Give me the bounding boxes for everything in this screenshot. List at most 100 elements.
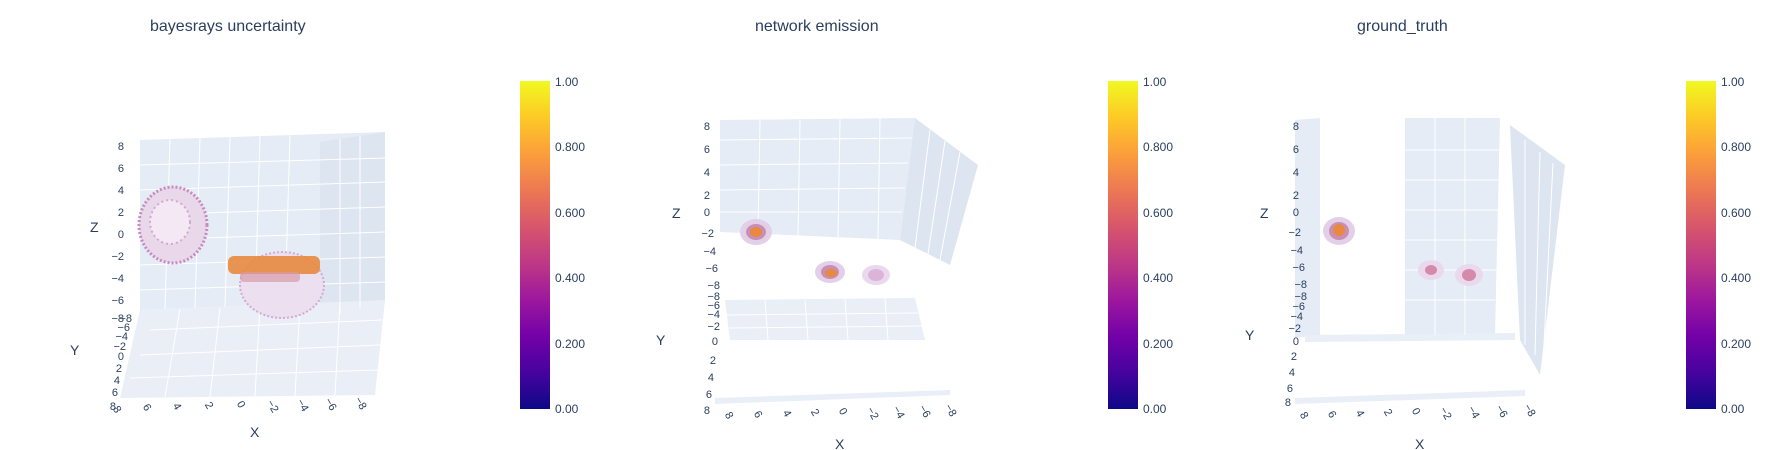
y-ticks: −8 −6 −4 −2 0 2 4 6 8 (110, 313, 132, 413)
tick-label: −6 (322, 396, 339, 413)
tick-label: 4 (1289, 367, 1295, 379)
colorbar-tick: 0.00 (1721, 402, 1745, 415)
colorbar-tick: 0.800 (1143, 140, 1173, 154)
tick-label: 2 (704, 190, 710, 202)
scene-3d[interactable]: 8 6 4 2 0 −2 −4 −6 −8 Z −8 −6 −4 −2 0 2 … (590, 0, 1170, 450)
tick-label: 2 (1293, 190, 1299, 202)
z-axis-label: Z (1260, 205, 1269, 221)
panel-bayesrays-uncertainty: bayesrays uncertainty (0, 0, 585, 450)
tick-label: −8 (352, 395, 369, 412)
tick-label: 0 (836, 406, 849, 417)
blob-right-hot (228, 256, 320, 274)
tick-label: −4 (1290, 245, 1303, 257)
colorbar-tick: 0.600 (1721, 206, 1751, 220)
tick-label: 6 (112, 387, 118, 399)
colorbar-tick: 0.00 (1143, 402, 1167, 415)
tick-label: −4 (115, 331, 128, 343)
tick-label: 8 (1285, 397, 1291, 409)
tick-label: 0 (1409, 406, 1422, 417)
ground-truth-points (1323, 217, 1483, 286)
back-wall-center (1405, 118, 1500, 335)
y-axis-label: Y (1245, 327, 1255, 343)
tick-label: 4 (704, 167, 710, 179)
colorbar-tick: 0.200 (1143, 337, 1173, 351)
y-ticks: −8 −6 −4 −2 0 2 4 6 8 (1285, 291, 1307, 409)
tick-label: 6 (140, 402, 153, 413)
tick-label: −8 (707, 291, 720, 303)
tick-label: −2 (707, 321, 720, 333)
blob-2-core (1425, 265, 1437, 275)
right-wall (320, 132, 385, 320)
chart-title: bayesrays uncertainty (150, 18, 306, 35)
tick-label: 6 (704, 144, 710, 156)
tick-label: 0 (1293, 336, 1299, 348)
scene-3d[interactable]: 8 6 4 2 0 −2 −4 −6 −8 Z −8 −6 −4 −2 0 2 … (0, 0, 560, 450)
tick-label: 2 (202, 400, 215, 411)
y-ticks: −8 −6 −4 −2 0 2 4 6 8 (704, 291, 720, 417)
z-axis-label: Z (90, 219, 99, 235)
tick-label: −8 (1294, 279, 1307, 291)
tick-label: 2 (116, 363, 122, 375)
tick-label: −4 (294, 397, 311, 414)
grid-lines (129, 134, 386, 398)
colorbar-tick: 0.400 (1721, 271, 1751, 285)
colorbar-tick: 1.00 (1143, 75, 1167, 89)
tick-label: 8 (1297, 410, 1310, 421)
tick-label: −6 (1292, 262, 1305, 274)
colorbar: 0.00 0.200 0.400 0.600 0.800 1.00 (1108, 75, 1173, 415)
z-axis-label: Z (672, 205, 681, 221)
colorbar-tick: 0.600 (1143, 206, 1173, 220)
tick-label: 2 (118, 207, 124, 219)
colorbar: 0.00 0.200 0.400 0.600 0.800 1.00 (1686, 75, 1751, 415)
x-axis-label: X (1415, 436, 1425, 450)
tick-label: 2 (710, 355, 716, 367)
tick-label: −2 (1288, 227, 1301, 239)
tick-label: −2 (1437, 405, 1454, 422)
tick-label: 6 (1325, 409, 1338, 420)
tick-label: 8 (704, 405, 710, 417)
emission-points (740, 219, 890, 285)
tick-label: 4 (170, 401, 183, 412)
panel-ground-truth: ground_truth 8 6 (1175, 0, 1768, 450)
tick-label: −2 (113, 341, 126, 353)
tick-label: 0 (118, 351, 124, 363)
tick-label: 2 (808, 407, 821, 418)
x-ticks: 8 6 4 2 0 −2 −4 −6 −8 (722, 402, 959, 422)
tick-label: −4 (707, 309, 720, 321)
tick-label: 8 (110, 401, 116, 413)
back-wall (1295, 118, 1320, 338)
blob-left-inner (149, 199, 191, 245)
blob-3-core (1462, 269, 1476, 281)
x-axis-label: X (250, 424, 260, 440)
tick-label: −8 (1294, 291, 1307, 303)
floor (725, 298, 925, 340)
tick-label: 4 (118, 185, 124, 197)
tick-label: 4 (780, 408, 793, 419)
tick-label: −6 (117, 322, 130, 334)
tick-label: −6 (707, 300, 720, 312)
tick-label: −6 (1493, 403, 1510, 420)
colorbar-tick: 0.200 (1721, 337, 1751, 351)
tick-label: 0 (118, 229, 124, 241)
floor-edge (1295, 390, 1525, 404)
tick-label: −4 (1290, 311, 1303, 323)
chart-title: ground_truth (1357, 18, 1448, 35)
right-wall (900, 118, 978, 265)
y-axis-label: Y (656, 332, 666, 348)
tick-label: −8 (707, 280, 720, 292)
blob-1-core (1333, 224, 1345, 236)
colorbar-tick: 1.00 (1721, 75, 1745, 89)
tick-label: −8 (111, 313, 124, 325)
tick-label: −8 (1521, 402, 1538, 419)
floor (1305, 333, 1515, 342)
tick-label: −6 (705, 263, 718, 275)
tick-label: 6 (118, 163, 124, 175)
scene-3d[interactable]: 8 6 4 2 0 −2 −4 −6 −8 Z −8 −6 −4 −2 0 2 … (1175, 0, 1768, 450)
colorbar-tick: 0.400 (555, 271, 585, 285)
tick-label: 8 (118, 141, 124, 153)
tick-label: −2 (701, 228, 714, 240)
tick-label: 6 (1293, 144, 1299, 156)
tick-label: −2 (264, 398, 281, 415)
tick-label: 8 (1293, 121, 1299, 133)
tick-label: 2 (1291, 351, 1297, 363)
